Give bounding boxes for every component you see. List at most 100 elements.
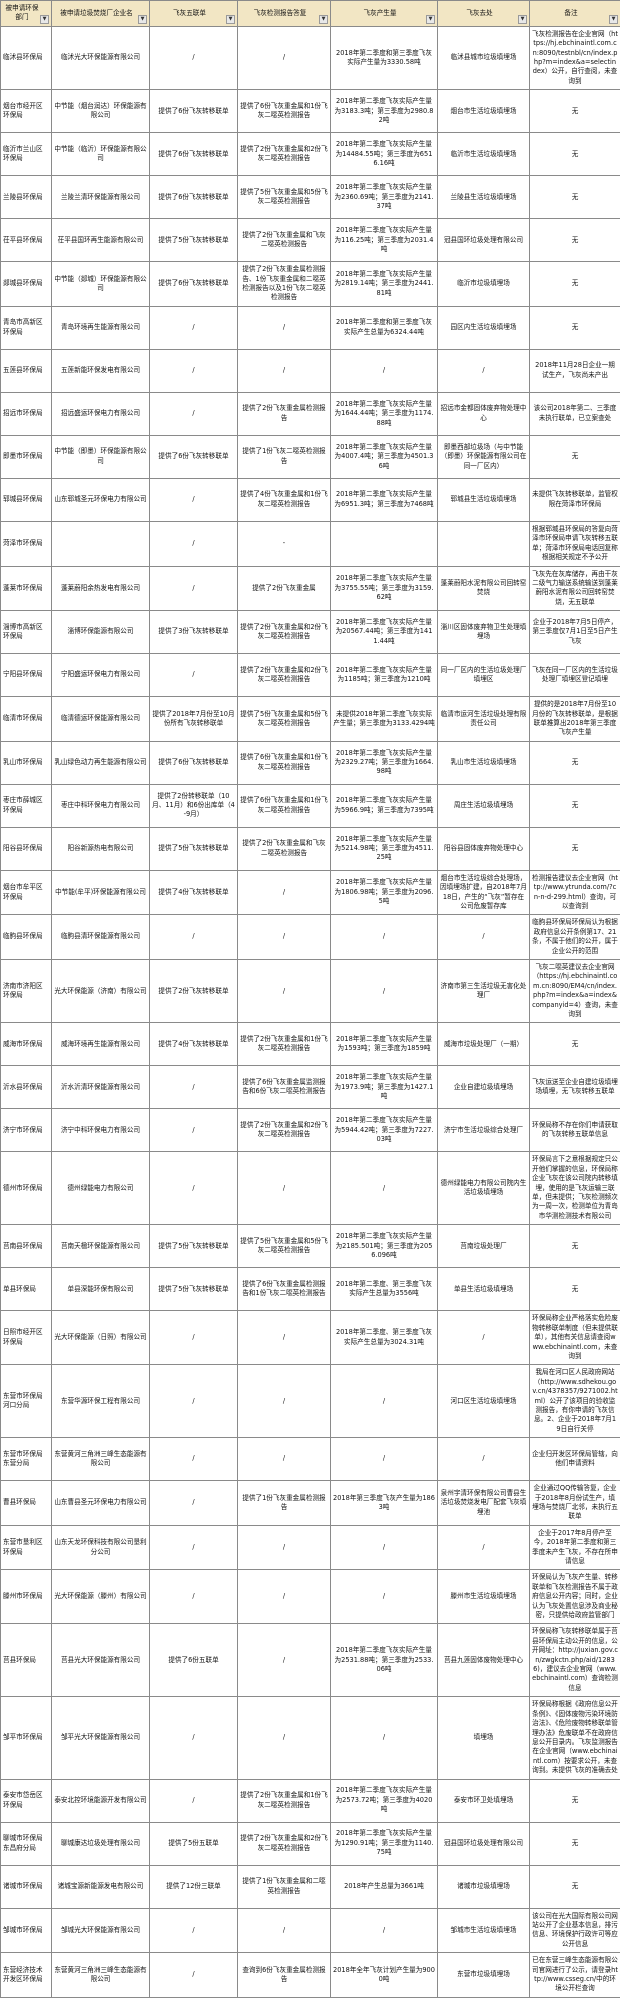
cell-fly-ash-amount: 2018年第二季度飞灰实际产生量为4007.4吨；第三季度为4501.36吨 (331, 435, 438, 478)
cell-manifest-text: / (152, 670, 235, 679)
cell-destination-text: 邹城市生活垃圾填埋场 (440, 1926, 527, 1935)
cell-department-text: 临沭县环保局 (3, 53, 49, 62)
cell-company-text: 山东郓城圣元环保电力有限公司 (54, 495, 147, 504)
cell-company: 中节能（临沂）环保能源有限公司 (52, 133, 150, 176)
cell-destination: 同一厂区内的生活垃圾处理厂填埋区 (438, 654, 530, 697)
cell-company-text: 莒县光大环保能源有限公司 (54, 1656, 147, 1665)
filter-dropdown-icon[interactable]: ▼ (609, 15, 618, 24)
cell-test-report-text: 提供了2份飞灰重金属检测报告、1份飞灰重金属和二噁英检测报告以及1份飞灰二噁英检… (240, 265, 328, 303)
cell-department: 邹城市环保局 (1, 1908, 52, 1953)
cell-fly-ash-amount: / (331, 1152, 438, 1225)
cell-test-report: / (238, 1624, 331, 1697)
filter-dropdown-icon[interactable]: ▼ (319, 15, 328, 24)
cell-fly-ash-amount: 未提供2018年第二季度飞灰实际产生量；第三季度为3133.4294吨 (331, 697, 438, 742)
header-destination[interactable]: 飞灰去处▼ (438, 1, 530, 27)
header-report[interactable]: 飞灰检测报告答复▼ (238, 1, 331, 27)
cell-remark: 无 (530, 1865, 620, 1908)
cell-manifest: 提供了4份飞灰转移联单 (150, 1023, 238, 1066)
cell-destination-text: 临清市运河生活垃圾处理有限责任公司 (440, 710, 527, 729)
cell-department-text: 曹县环保局 (3, 1498, 49, 1507)
cell-destination-text: 郓城县生活垃圾填埋场 (440, 495, 527, 504)
filter-dropdown-icon[interactable]: ▼ (426, 15, 435, 24)
cell-company-text: 莒南天楹环保能源有限公司 (54, 1242, 147, 1251)
cell-remark-text: 无 (532, 1839, 618, 1848)
cell-destination-text: 河口区生活垃圾填埋场 (440, 1397, 527, 1406)
cell-destination: 企业自建垃圾填埋场 (438, 1066, 530, 1109)
filter-dropdown-icon[interactable]: ▼ (226, 15, 235, 24)
cell-department: 茌平县环保局 (1, 219, 52, 262)
filter-dropdown-icon[interactable]: ▼ (40, 15, 49, 24)
cell-remark-text: 无 (532, 107, 618, 116)
cell-department: 郓城县环保局 (1, 478, 52, 521)
cell-department-text: 五莲县环保局 (3, 366, 49, 375)
cell-destination: / (438, 349, 530, 392)
cell-department-text: 东营市环保局河口分局 (3, 1392, 49, 1411)
cell-fly-ash-amount: 2018年第二季度飞灰实际产生量为2329.27吨；第三季度为1664.98吨 (331, 741, 438, 784)
cell-manifest-text: 提供了5份飞灰转移联单 (152, 1285, 235, 1294)
cell-remark: 无 (530, 1268, 620, 1311)
cell-fly-ash-amount: 2018年第二季度飞灰实际产生量为6951.3吨；第三季度为7468吨 (331, 478, 438, 521)
cell-department-text: 东营经济技术开发区环保局 (3, 1966, 49, 1985)
cell-department-text: 济宁市环保局 (3, 1126, 49, 1135)
header-dept[interactable]: 被申请环保部门▼ (1, 1, 52, 27)
cell-fly-ash-amount-text: 2018年第二季度飞灰实际产生量为2531.88吨；第三季度为2533.06吨 (333, 1646, 435, 1674)
cell-destination: 河口区生活垃圾填埋场 (438, 1365, 530, 1438)
cell-remark-text: 飞灰二噁英建议去企业官网（https://hj.ebchinaintl.com.… (532, 963, 618, 1019)
filter-dropdown-icon[interactable]: ▼ (138, 15, 147, 24)
cell-manifest-text: / (152, 932, 235, 941)
header-amount[interactable]: 飞灰产生量▼ (331, 1, 438, 27)
cell-remark-text: 环保局称根据《政府信息公开条例》、《固体废物污染环境防治法》、《危险废物转移联单… (532, 1700, 618, 1775)
cell-remark: 提供的是2018年7月份至10月份的飞灰转移联单，是根据联单推算出2018年第三… (530, 697, 620, 742)
cell-department: 枣庄市薛城区环保局 (1, 784, 52, 827)
cell-fly-ash-amount: 2018年第二季度飞灰实际产生量为3755.55吨；第三季度为3159.62吨 (331, 566, 438, 611)
cell-fly-ash-amount-text: 2018年第二季度飞灰实际产生量为2185.501吨；第三季度为2056.096… (333, 1232, 435, 1260)
cell-fly-ash-amount-text: 2018年第二季度、第三季度飞灰实际产生总量为3024.31吨 (333, 1328, 435, 1347)
header-manifest[interactable]: 飞灰五联单▼ (150, 1, 238, 27)
cell-destination: 济宁市生活垃圾综合处理厂 (438, 1109, 530, 1152)
table-row: 临沂市兰山区环保局中节能（临沂）环保能源有限公司提供了6份飞灰转移联单提供了2份… (1, 133, 620, 176)
table-row: 临清市环保局临清德运环保能源有限公司提供了2018年7月份至10月份所有飞灰转移… (1, 697, 620, 742)
cell-fly-ash-amount-text: 2018年全年飞灰计划产生量为9000吨 (333, 1966, 435, 1985)
cell-fly-ash-amount-text: / (333, 1592, 435, 1601)
cell-destination-text: / (440, 1543, 527, 1552)
cell-fly-ash-amount: / (331, 1438, 438, 1481)
header-company[interactable]: 被申请垃圾焚烧厂企业名▼ (52, 1, 150, 27)
cell-manifest: 提供了6份飞灰转移联单 (150, 90, 238, 133)
cell-department: 即墨市环保局 (1, 435, 52, 478)
cell-test-report: / (238, 1438, 331, 1481)
cell-test-report: / (238, 1908, 331, 1953)
cell-destination-text: 烟台市生活垃圾填埋场 (440, 107, 527, 116)
cell-remark: 企业于2018年7月5日停产，第三季度仅7月1日至5日产生飞灰 (530, 611, 620, 654)
cell-test-report-text: 提供了2份飞灰重金属和1份飞灰二噁英检测报告 (240, 1791, 328, 1810)
cell-manifest: / (150, 1697, 238, 1779)
cell-company: 光大环保能源（日照）有限公司 (52, 1311, 150, 1365)
cell-fly-ash-amount: 2018年第二季度飞灰实际产生量为2185.501吨；第三季度为2056.096… (331, 1225, 438, 1268)
table-row: 临朐县环保局临朐县清环保能源有限公司////临朐县环保局环保局认为根据政府信息公… (1, 915, 620, 960)
cell-test-report-text: 提供了2份飞灰重金属和2份飞灰二噁英检测报告 (240, 145, 328, 164)
header-remark[interactable]: 备注▼ (530, 1, 620, 27)
cell-destination: 即墨西部垃圾场（与中节能（即墨）环保能源有限公司在同一厂区内） (438, 435, 530, 478)
cell-test-report: 查询到6份飞灰重金属检测报告 (238, 1953, 331, 1998)
cell-test-report-text: 提供了4份飞灰重金属和1份飞灰二噁英检测报告 (240, 490, 328, 509)
cell-fly-ash-amount: 2018年第二季度飞灰实际产生量为5944.42吨；第三季度为7227.03吨 (331, 1109, 438, 1152)
cell-department: 招远市环保局 (1, 392, 52, 435)
cell-department: 淄博市高新区环保局 (1, 611, 52, 654)
table-row: 单县环保局单县深能环保有限公司提供了5份飞灰转移联单提供了6份飞灰重金属检测报告… (1, 1268, 620, 1311)
cell-destination: 填埋场 (438, 1697, 530, 1779)
table-row: 五莲县环保局五莲新能环保发电有限公司////2018年11月28日企业一期试生产… (1, 349, 620, 392)
cell-department: 泰安市岱岳区环保局 (1, 1779, 52, 1822)
cell-department-text: 邹城市环保局 (3, 1926, 49, 1935)
cell-fly-ash-amount: 2018年第二季度飞灰实际产生量为3183.3吨；第三季度为2980.82吨 (331, 90, 438, 133)
cell-manifest: 提供了2份飞灰转移联单 (150, 960, 238, 1023)
filter-dropdown-icon[interactable]: ▼ (518, 15, 527, 24)
cell-department: 莒南县环保局 (1, 1225, 52, 1268)
cell-company-text: 山东天龙环保科技有限公司垦利分公司 (54, 1538, 147, 1557)
cell-remark-text: 提供的是2018年7月份至10月份的飞灰转移联单，是根据联单推算出2018年第三… (532, 700, 618, 738)
table-row: 沂水县环保局沂水沂清环保能源有限公司/提供了6份飞灰重金属监测报告和6份飞灰二噁… (1, 1066, 620, 1109)
cell-manifest: 提供了3份飞灰转移联单 (150, 611, 238, 654)
cell-remark: 环保局言下之意根据规定只公开他们掌握的信息，环保局称企业飞灰在该公司院内转移填埋… (530, 1152, 620, 1225)
cell-manifest-text: 提供了4份飞灰转移联单 (152, 888, 235, 897)
cell-department-text: 临沂市兰山区环保局 (3, 145, 49, 164)
cell-manifest-text: / (152, 1083, 235, 1092)
